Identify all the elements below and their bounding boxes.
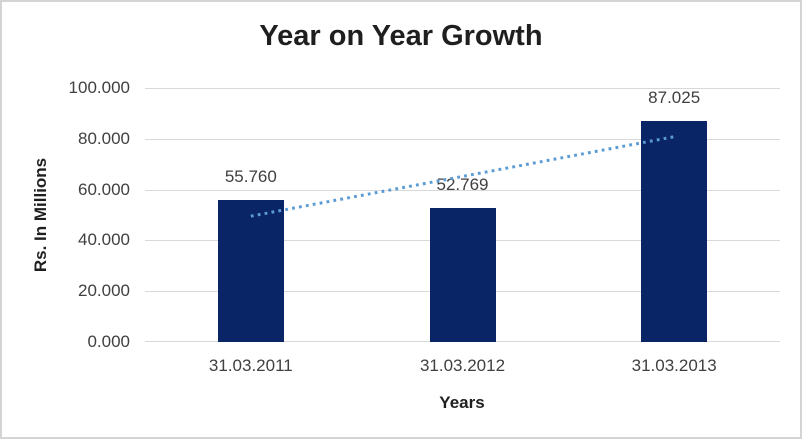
- bar: [429, 207, 496, 342]
- bar: [641, 120, 708, 342]
- y-tick-label: 60.000: [78, 179, 130, 199]
- y-axis-title-wrap: Rs. In Millions: [24, 88, 58, 342]
- x-axis-title: Years: [439, 393, 485, 412]
- plot-area: 55.760 31.03.2011 52.769 31.03.2012 87.025 31…: [145, 87, 780, 375]
- trendline: [250, 135, 675, 218]
- y-tick-label: 100.000: [68, 78, 130, 97]
- gridline: [145, 189, 780, 191]
- chart-title: Year on Year Growth: [259, 20, 543, 52]
- y-tick-label: 80.000: [78, 128, 130, 148]
- trendline-layer: [250, 135, 675, 218]
- y-tick-label: 20.000: [78, 281, 130, 301]
- gridline: [145, 88, 780, 89]
- x-tick-label: 31.03.2012: [419, 356, 506, 375]
- y-tick-label: 40.000: [78, 230, 130, 250]
- x-tick-label: 31.03.2011: [208, 356, 293, 375]
- bar: [217, 200, 284, 342]
- bar-value-label: 87.025: [648, 87, 701, 107]
- y-axis-title: Rs. In Millions: [31, 157, 51, 273]
- bar-value-label: 52.769: [436, 174, 489, 194]
- x-tick-label: 31.03.2013: [631, 356, 717, 375]
- gridline: [145, 138, 780, 140]
- bar-value-label: 55.760: [224, 167, 277, 187]
- y-tick-label: 0.000: [87, 332, 130, 351]
